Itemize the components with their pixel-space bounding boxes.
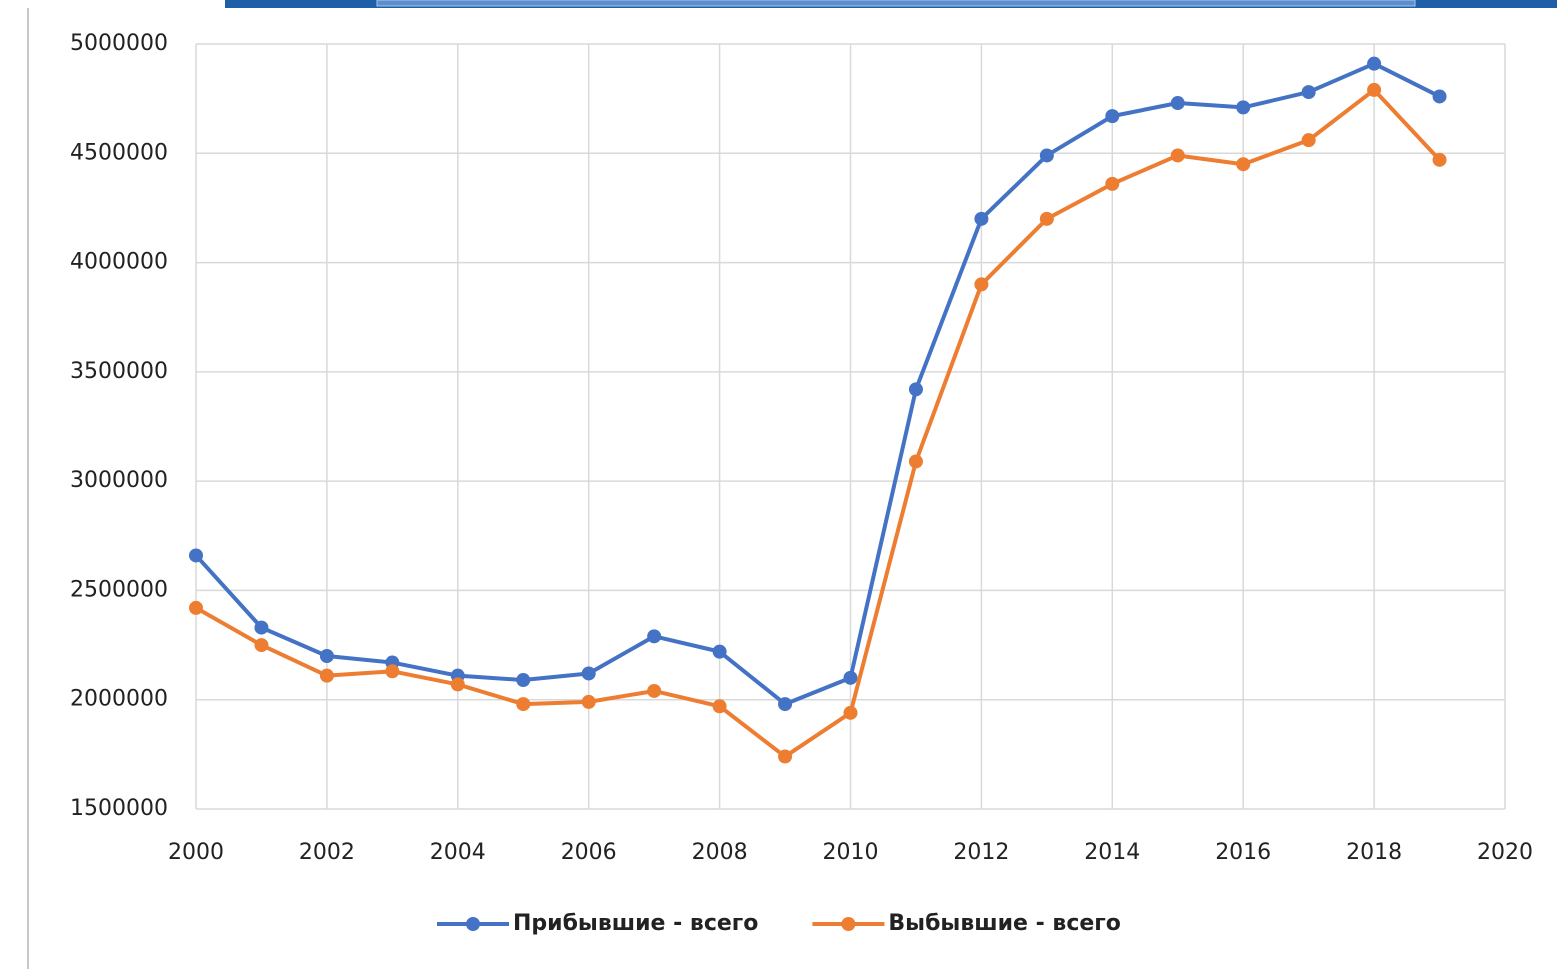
series-line <box>195 87 1442 759</box>
data-point <box>254 620 269 635</box>
data-point <box>908 454 923 469</box>
data-point <box>1367 82 1382 97</box>
data-point <box>647 683 662 698</box>
data-point <box>908 382 923 397</box>
data-point <box>319 668 334 683</box>
x-tick-label: 2004 <box>430 840 486 865</box>
data-point <box>1367 56 1382 71</box>
data-point <box>516 673 531 688</box>
data-point <box>1432 152 1447 167</box>
series-line <box>194 61 1441 707</box>
data-point <box>974 211 989 226</box>
data-point <box>647 629 662 644</box>
data-point <box>712 699 727 714</box>
legend-marker <box>466 917 480 931</box>
y-tick-label: 4000000 <box>70 250 168 275</box>
data-point <box>1039 211 1054 226</box>
y-tick-label: 5000000 <box>70 31 168 56</box>
data-point <box>385 664 400 679</box>
x-tick-label: 2014 <box>1084 840 1140 865</box>
data-point <box>843 670 858 685</box>
data-point <box>778 697 793 712</box>
data-point <box>581 666 596 681</box>
data-point <box>581 694 596 709</box>
data-point <box>1301 85 1316 100</box>
data-point <box>1432 89 1447 104</box>
data-point <box>1301 133 1316 148</box>
data-point <box>516 697 531 712</box>
data-point <box>189 600 203 615</box>
data-point <box>254 638 269 653</box>
y-tick-label: 3500000 <box>70 359 168 384</box>
x-tick-label: 2000 <box>168 840 224 865</box>
x-tick-label: 2008 <box>692 840 748 865</box>
x-tick-label: 2010 <box>823 840 879 865</box>
data-point <box>778 749 793 764</box>
y-tick-label: 1500000 <box>70 796 168 821</box>
legend-marker <box>841 917 856 931</box>
x-tick-label: 2020 <box>1477 840 1533 865</box>
data-point <box>1170 148 1185 163</box>
data-point <box>1105 109 1120 124</box>
y-tick-label: 2500000 <box>70 577 168 602</box>
data-point <box>712 644 727 659</box>
data-point <box>1170 96 1185 111</box>
x-tick-label: 2006 <box>561 840 617 865</box>
data-point <box>843 705 858 720</box>
top-bar-field <box>376 0 1416 7</box>
data-point <box>1039 148 1054 163</box>
data-point <box>189 548 203 563</box>
x-tick-label: 2016 <box>1215 840 1271 865</box>
legend-label: Выбывшие - всего <box>888 911 1120 936</box>
y-tick-label: 3000000 <box>70 468 168 493</box>
data-point <box>1236 100 1251 115</box>
y-tick-label: 4500000 <box>70 140 168 165</box>
x-tick-label: 2012 <box>953 840 1009 865</box>
data-point <box>319 649 334 663</box>
data-point <box>450 677 465 692</box>
x-tick-label: 2018 <box>1346 840 1402 865</box>
data-point <box>1105 176 1120 191</box>
y-tick-label: 2000000 <box>70 687 168 712</box>
legend-label: Прибывшие - всего <box>513 911 758 936</box>
data-point <box>1236 157 1251 172</box>
data-point <box>974 277 989 292</box>
x-tick-label: 2002 <box>299 840 355 865</box>
